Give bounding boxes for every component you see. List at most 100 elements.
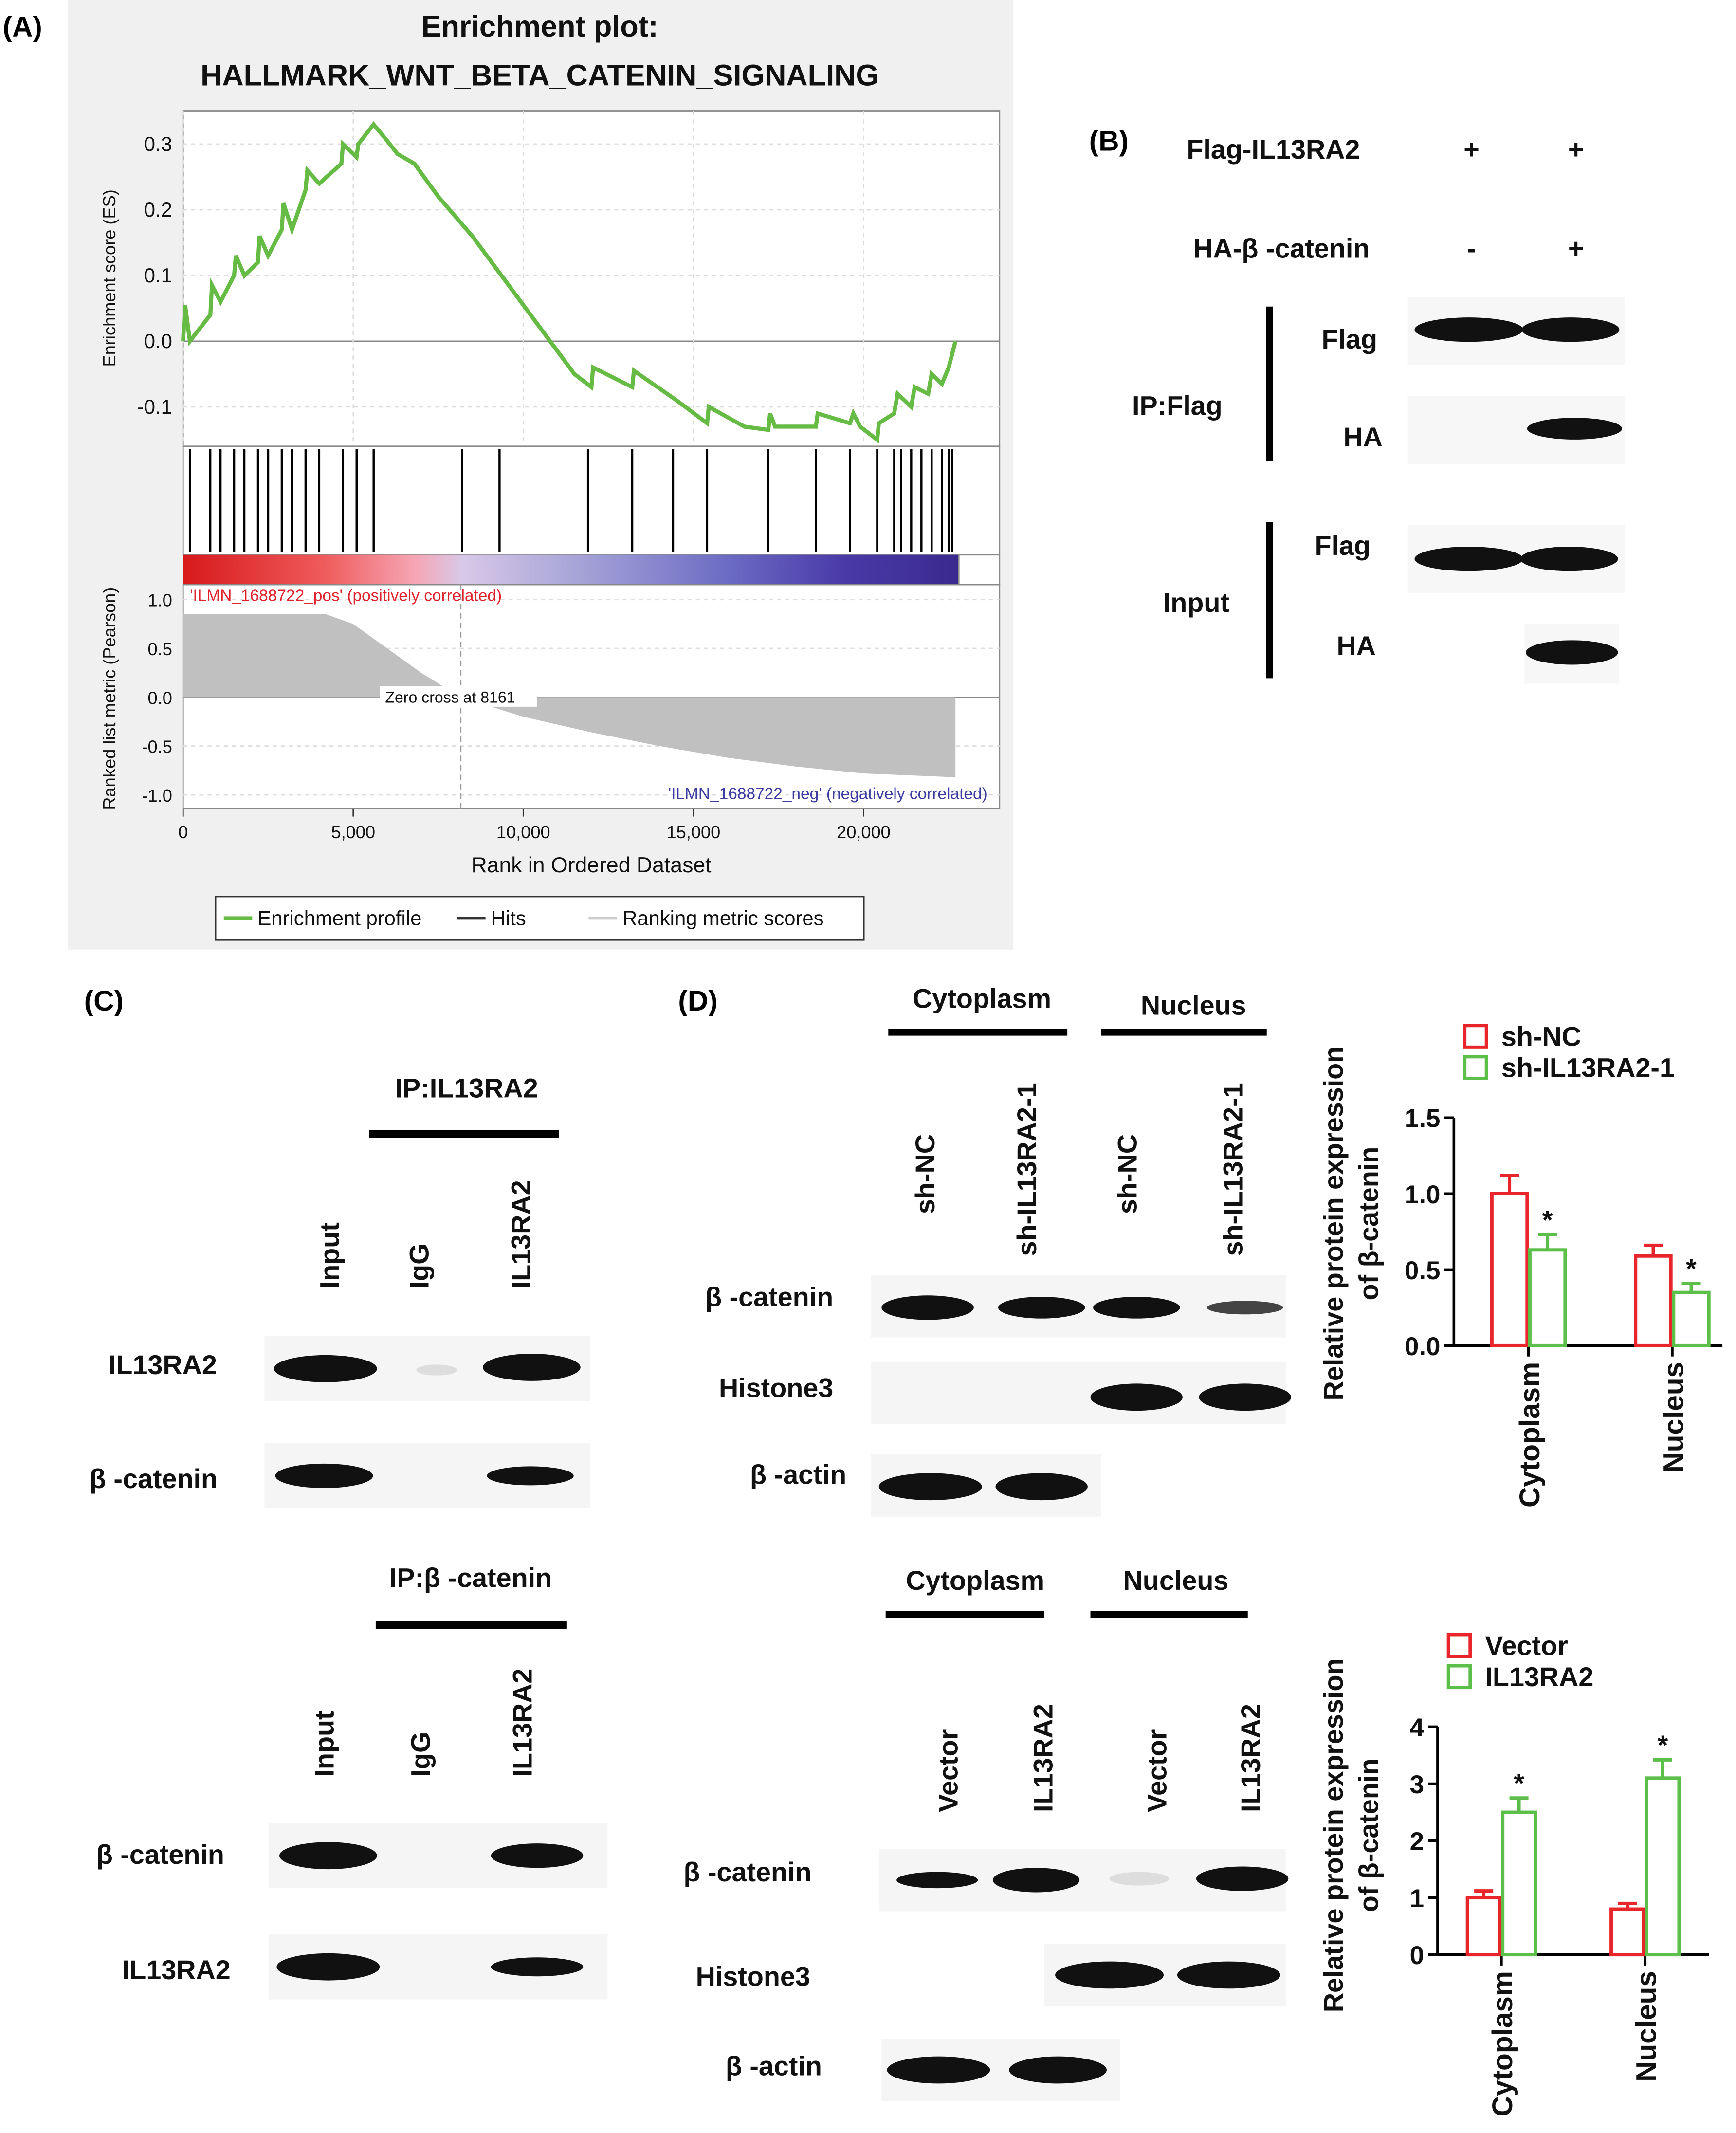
d-bottom-blot-label-beta-actin: β -actin bbox=[726, 2051, 822, 2081]
bar-chart-overexpression: 0 1 2 3 4 Relative protein expression of β-cat… bbox=[1318, 1631, 1709, 2116]
b-blot-label-flag-ip: Flag bbox=[1321, 324, 1377, 354]
enrichment-profile-line bbox=[181, 121, 958, 444]
bar-y-axis-label-line2: of β-catenin bbox=[1353, 1759, 1384, 1912]
es-y-tick-label: 0.0 bbox=[144, 330, 172, 352]
d-bottom-lane-2: IL13RA2 bbox=[1028, 1704, 1058, 1812]
legend-hits-label: Hits bbox=[491, 907, 526, 930]
bar-y-tick-label: 0.5 bbox=[1405, 1256, 1441, 1285]
d-bottom-group-nucleus: Nucleus bbox=[1123, 1565, 1229, 1596]
ramp-end bbox=[958, 554, 1001, 586]
bar-category-label: Nucleus bbox=[1658, 1362, 1689, 1473]
blot-band bbox=[1177, 1961, 1280, 1989]
c-top-ip-label: IP:IL13RA2 bbox=[395, 1073, 538, 1103]
blot-band bbox=[1196, 1866, 1289, 1891]
panel-label-d: (D) bbox=[678, 985, 717, 1017]
b-blot-label-flag-input: Flag bbox=[1315, 531, 1371, 561]
x-tick-label: 15,000 bbox=[666, 822, 720, 842]
legend-label: sh-NC bbox=[1501, 1022, 1581, 1052]
b-row2-lane2: + bbox=[1568, 233, 1584, 263]
c-bottom-ip-label: IP:β -catenin bbox=[389, 1563, 552, 1593]
x-axis-label: Rank in Ordered Dataset bbox=[471, 853, 712, 877]
c-bottom-lane-il13ra2: IL13RA2 bbox=[507, 1669, 537, 1777]
significance-marker: * bbox=[1542, 1205, 1553, 1235]
blot-band bbox=[416, 1364, 457, 1376]
blot-band bbox=[1520, 547, 1618, 571]
blot-band bbox=[483, 1354, 581, 1381]
significance-marker: * bbox=[1514, 1768, 1524, 1799]
d-bottom-lane-1: Vector bbox=[933, 1729, 963, 1812]
legend-profile-label: Enrichment profile bbox=[257, 907, 421, 930]
blot-band bbox=[1521, 317, 1620, 342]
blot-band bbox=[1527, 418, 1622, 440]
bar-category-label: Cytoplasm bbox=[1487, 1971, 1518, 2116]
bar-y-tick-label: 3 bbox=[1410, 1770, 1424, 1799]
bar bbox=[1465, 1896, 1502, 1957]
c-bottom-lane-input: Input bbox=[310, 1710, 340, 1777]
c-bottom-blot-label-beta-catenin: β -catenin bbox=[96, 1839, 224, 1870]
x-tick-label: 5,000 bbox=[331, 822, 375, 842]
c-top-blot-label-beta-catenin: β -catenin bbox=[90, 1464, 218, 1494]
bar bbox=[1528, 1248, 1567, 1347]
es-y-tick-label: 0.2 bbox=[144, 198, 172, 221]
blot-band bbox=[1526, 640, 1618, 665]
row-label-flag-il13ra2: Flag-IL13RA2 bbox=[1187, 134, 1360, 165]
significance-marker: * bbox=[1686, 1253, 1697, 1284]
blot-band bbox=[992, 1868, 1080, 1893]
gsea-title-line2: HALLMARK_WNT_BETA_CATENIN_SIGNALING bbox=[201, 59, 879, 92]
d-bottom-lane-3: Vector bbox=[1142, 1729, 1172, 1812]
legend-swatch bbox=[1446, 1633, 1472, 1658]
bar bbox=[1501, 1810, 1537, 1957]
es-y-ticks: 0.3 0.2 0.1 0.0 -0.1 bbox=[137, 132, 172, 418]
es-y-tick-label: 0.1 bbox=[144, 264, 172, 287]
rank-y-tick-label: 0.0 bbox=[148, 688, 172, 708]
x-tick-label: 20,000 bbox=[837, 822, 891, 842]
rank-y-tick-label: -0.5 bbox=[142, 737, 172, 757]
ip-flag-label: IP:Flag bbox=[1132, 391, 1223, 421]
es-y-tick-label: 0.3 bbox=[144, 132, 172, 155]
significance-marker: * bbox=[1658, 1730, 1668, 1760]
c-bottom-blot-label-il13ra2: IL13RA2 bbox=[122, 1955, 231, 1985]
d-top-lane-4: sh-IL13RA2-1 bbox=[1218, 1083, 1248, 1256]
panel-label-a: (A) bbox=[3, 11, 42, 43]
b-row1-lane2: + bbox=[1568, 134, 1584, 165]
rank-y-ticks: 1.0 0.5 0.0 -0.5 -1.0 bbox=[142, 590, 172, 806]
bar-y-tick-label: 4 bbox=[1410, 1713, 1425, 1742]
es-grid bbox=[182, 111, 1000, 446]
b-blot-label-ha-input: HA bbox=[1336, 631, 1375, 661]
legend-label: Vector bbox=[1485, 1631, 1568, 1661]
row-label-ha-beta-catenin: HA-β -catenin bbox=[1193, 233, 1370, 263]
blot-band bbox=[491, 1843, 584, 1868]
bar-category-label: Cytoplasm bbox=[1514, 1362, 1546, 1508]
d-top-lane-1: sh-NC bbox=[910, 1134, 940, 1214]
b-row1-lane1: + bbox=[1463, 134, 1480, 165]
d-top-group-nucleus: Nucleus bbox=[1141, 990, 1246, 1020]
rank-y-tick-label: 0.5 bbox=[148, 639, 172, 659]
d-top-blot-label-beta-catenin: β -catenin bbox=[705, 1282, 833, 1312]
ranking-color-ramp bbox=[183, 554, 959, 585]
d-bottom-blot-label-histone3: Histone3 bbox=[696, 1962, 810, 1992]
blot-band bbox=[1414, 317, 1523, 342]
zero-cross-box bbox=[380, 686, 537, 707]
bar-chart-knockdown: 0.0 0.5 1.0 1.5 Relative protein expression o… bbox=[1318, 1022, 1723, 1508]
panel-label-c: (C) bbox=[84, 985, 124, 1017]
c-top-lane-il13ra2: IL13RA2 bbox=[506, 1180, 536, 1288]
blot-band bbox=[276, 1953, 380, 1981]
legend-swatch bbox=[1463, 1024, 1488, 1049]
rank-y-tick-label: -1.0 bbox=[142, 786, 172, 806]
blot-band bbox=[1414, 547, 1523, 571]
bar-y-axis-label-line1: Relative protein expression bbox=[1318, 1658, 1349, 2013]
rank-y-tick-label: 1.0 bbox=[148, 590, 172, 610]
gsea-legend bbox=[215, 896, 865, 941]
c-top-lane-input: Input bbox=[315, 1222, 345, 1288]
bar-y-tick-label: 1 bbox=[1410, 1884, 1424, 1913]
blot-band bbox=[1207, 1301, 1283, 1315]
d-top-blot-label-histone3: Histone3 bbox=[719, 1373, 833, 1403]
bar-y-axis-label-line2: of β-catenin bbox=[1353, 1147, 1384, 1301]
legend-swatch bbox=[1446, 1664, 1472, 1690]
d-top-lane-3: sh-NC bbox=[1112, 1134, 1142, 1214]
legend-label: IL13RA2 bbox=[1485, 1662, 1593, 1692]
c-top-blot-label-il13ra2: IL13RA2 bbox=[109, 1350, 217, 1380]
gsea-title-line1: Enrichment plot: bbox=[421, 10, 658, 43]
